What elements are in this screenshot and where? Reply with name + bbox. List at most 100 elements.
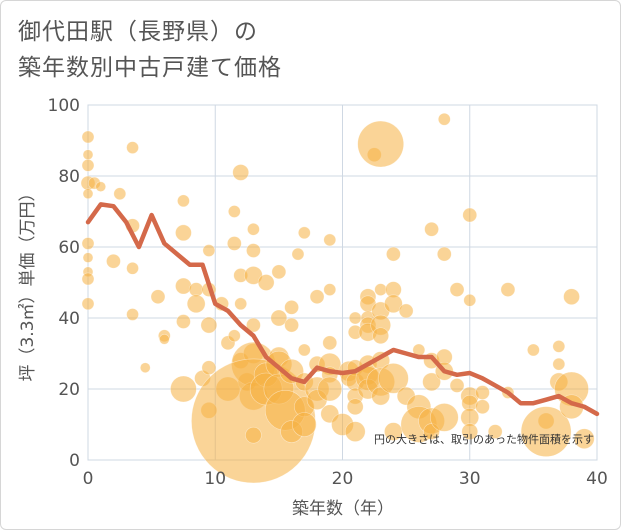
bubble-point [292,412,317,437]
bubble-point [175,224,192,242]
bubble-point [309,289,325,305]
bubble-point [81,130,95,144]
y-axis-label: 坪（3.3㎡）単価（万円） [18,184,38,381]
bubble-point [475,385,490,400]
bubble-point [126,261,139,275]
bubble-point [284,300,299,315]
x-tick-label-4: 40 [586,469,608,489]
bubble-point [371,386,390,406]
bubble-point [234,297,247,311]
bubble-point [227,236,242,251]
bubble-point [81,159,95,172]
bubble-point [552,357,566,371]
bubble-point [228,205,241,218]
bubble-point [398,303,414,319]
bubble-point [291,247,305,261]
bubble-point [462,207,478,223]
bubble-point [176,314,191,329]
bubble-point [232,164,249,181]
bubble-point [317,376,343,402]
bubble-point [202,244,216,257]
bubble-point [246,243,261,258]
bubble-point [81,272,95,286]
x-tick-label-0: 0 [83,469,94,489]
bubble-point [159,333,170,345]
y-tick-label-5: 100 [48,96,80,116]
bubble-point [81,237,95,250]
bubble-point [323,233,337,247]
bubble-point [257,274,275,291]
bubble-point [386,246,401,262]
x-tick-label-3: 30 [459,469,481,489]
bubble-point [284,317,299,333]
bubble-point [344,421,366,442]
bubble-point [298,343,311,357]
bubble-point [150,289,166,305]
bubble-point [175,277,192,295]
bubble-point [520,406,572,457]
bubble-point [82,252,94,263]
bubble-layer [80,112,595,484]
bubble-point [500,282,516,297]
bubble-point [81,297,95,311]
bubble-point [573,428,595,450]
bubble-point [247,222,260,236]
bubble-point [487,424,503,439]
bubble-point [463,293,477,307]
bubble-point [139,362,151,374]
bubble-point [170,375,197,403]
bubble-point [323,283,337,296]
bubble-point [113,187,127,201]
y-tick-label-2: 40 [58,309,80,329]
y-tick-label-1: 20 [58,380,80,400]
bubble-point [298,226,311,240]
y-tick-label-3: 60 [58,238,80,258]
x-tick-label-2: 20 [332,469,354,489]
bubble-point [436,246,452,262]
bubble-point [372,327,389,345]
y-tick-label-0: 0 [69,451,80,471]
bubble-point [200,316,218,334]
bubble-point [322,335,338,351]
bubble-point [374,283,387,296]
bubble-point [449,282,465,297]
line-layer [85,202,600,417]
bubble-point [82,188,94,200]
bubble-point [424,221,439,237]
bubble-point [228,329,241,343]
bubble-point [271,264,287,280]
bubble-point [552,340,566,353]
bubble-point [95,181,107,192]
grid-lines [87,104,598,461]
bubble-point [475,399,490,415]
bubble-size-note: 円の大きさは、取引のあった物件面積を示す [374,432,594,446]
x-tick-label-1: 10 [204,469,226,489]
bubble-point [82,149,94,160]
bubble-point [384,294,403,314]
bubble-point [378,363,409,394]
bubble-point [429,403,459,432]
bubble-point [461,423,479,440]
bubble-point [348,311,362,325]
chart-title-line2: 築年数別中古戸建て価格 [18,55,282,81]
bubble-point [177,194,190,208]
average-price-line [85,202,600,417]
bubble-point [437,112,451,126]
bubble-point [527,343,540,357]
chart-title: 御代田駅（長野県）の 築年数別中古戸建て価格 [18,14,282,86]
bubble-point [270,309,288,327]
bubble-point [186,294,206,314]
y-tick-label-4: 80 [58,167,80,187]
bubble-point [106,253,121,269]
bubble-point [126,141,139,154]
bubble-point [563,288,580,306]
bubble-point [201,360,217,376]
x-axis-label: 築年数（年） [292,499,394,519]
bubble-point [449,378,465,393]
axes: 0 20 40 60 80 100 0 10 20 30 40 [48,96,608,489]
bubble-point [346,398,364,416]
bubble-point [126,308,139,321]
bubble-point [246,317,261,333]
bubble-point [422,372,441,392]
